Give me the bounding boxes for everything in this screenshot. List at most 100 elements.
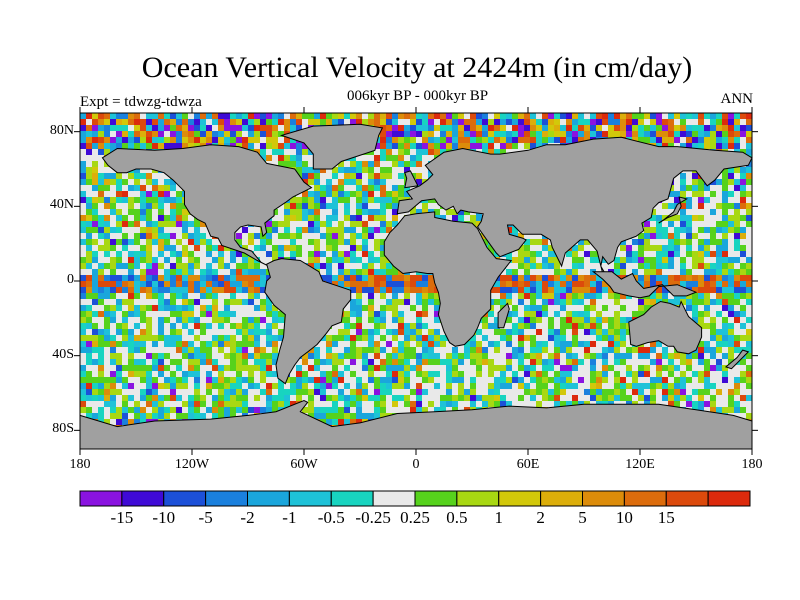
field-cell <box>206 125 212 131</box>
field-cell <box>422 209 428 215</box>
field-cell <box>368 305 374 311</box>
field-cell <box>170 281 176 287</box>
field-cell <box>374 221 380 227</box>
field-cell <box>620 293 626 299</box>
field-cell <box>278 215 284 221</box>
field-cell <box>80 365 86 371</box>
field-cell <box>374 161 380 167</box>
field-cell <box>596 125 602 131</box>
field-cell <box>254 377 260 383</box>
field-cell <box>350 161 356 167</box>
field-cell <box>332 209 338 215</box>
field-cell <box>320 251 326 257</box>
field-cell <box>392 197 398 203</box>
field-cell <box>140 137 146 143</box>
field-cell <box>662 251 668 257</box>
field-cell <box>206 293 212 299</box>
field-cell <box>536 359 542 365</box>
field-cell <box>374 215 380 221</box>
field-cell <box>572 131 578 137</box>
field-cell <box>302 233 308 239</box>
field-cell <box>236 377 242 383</box>
field-cell <box>548 131 554 137</box>
field-cell <box>80 131 86 137</box>
field-cell <box>632 125 638 131</box>
field-cell <box>116 119 122 125</box>
field-cell <box>110 377 116 383</box>
field-cell <box>272 341 278 347</box>
field-cell <box>722 341 728 347</box>
field-cell <box>620 251 626 257</box>
field-cell <box>374 377 380 383</box>
field-cell <box>560 365 566 371</box>
field-cell <box>86 119 92 125</box>
field-cell <box>98 335 104 341</box>
field-cell <box>272 365 278 371</box>
field-cell <box>500 353 506 359</box>
field-cell <box>722 209 728 215</box>
field-cell <box>614 113 620 119</box>
field-cell <box>110 119 116 125</box>
field-cell <box>422 377 428 383</box>
field-cell <box>368 239 374 245</box>
field-cell <box>608 335 614 341</box>
field-cell <box>650 239 656 245</box>
field-cell <box>446 215 452 221</box>
field-cell <box>638 119 644 125</box>
field-cell <box>578 257 584 263</box>
field-cell <box>482 347 488 353</box>
field-cell <box>134 323 140 329</box>
field-cell <box>590 245 596 251</box>
field-cell <box>722 119 728 125</box>
field-cell <box>536 269 542 275</box>
field-cell <box>680 299 686 305</box>
field-cell <box>152 173 158 179</box>
field-cell <box>272 251 278 257</box>
field-cell <box>680 173 686 179</box>
field-cell <box>392 137 398 143</box>
field-cell <box>380 305 386 311</box>
field-cell <box>500 341 506 347</box>
field-cell <box>434 335 440 341</box>
field-cell <box>218 251 224 257</box>
field-cell <box>350 215 356 221</box>
field-cell <box>242 143 248 149</box>
field-cell <box>686 299 692 305</box>
field-cell <box>446 137 452 143</box>
field-cell <box>116 293 122 299</box>
field-cell <box>476 119 482 125</box>
field-cell <box>680 245 686 251</box>
field-cell <box>158 281 164 287</box>
field-cell <box>662 269 668 275</box>
field-cell <box>260 305 266 311</box>
field-cell <box>632 347 638 353</box>
field-cell <box>134 305 140 311</box>
field-cell <box>416 155 422 161</box>
field-cell <box>152 203 158 209</box>
field-cell <box>326 227 332 233</box>
field-cell <box>104 359 110 365</box>
field-cell <box>596 341 602 347</box>
field-cell <box>458 215 464 221</box>
field-cell <box>110 305 116 311</box>
field-cell <box>128 347 134 353</box>
field-cell <box>740 293 746 299</box>
field-cell <box>86 125 92 131</box>
field-cell <box>590 275 596 281</box>
field-cell <box>272 239 278 245</box>
field-cell <box>308 221 314 227</box>
field-cell <box>410 323 416 329</box>
field-cell <box>80 257 86 263</box>
field-cell <box>290 137 296 143</box>
field-cell <box>266 137 272 143</box>
field-cell <box>356 113 362 119</box>
field-cell <box>380 353 386 359</box>
field-cell <box>560 347 566 353</box>
field-cell <box>722 311 728 317</box>
field-cell <box>692 221 698 227</box>
field-cell <box>92 143 98 149</box>
field-cell <box>698 113 704 119</box>
field-cell <box>230 299 236 305</box>
field-cell <box>710 341 716 347</box>
